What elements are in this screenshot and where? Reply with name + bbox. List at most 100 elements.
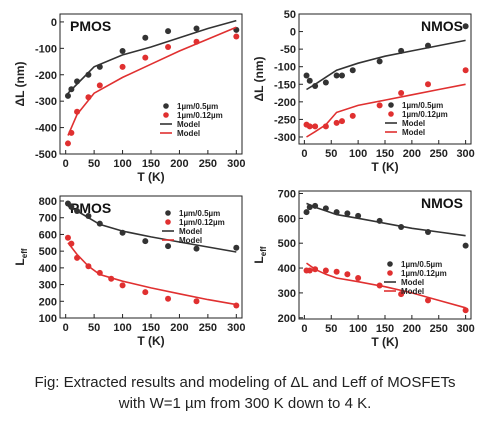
y-axis-label-main: ΔL (nm): [13, 61, 27, 106]
y-tick-label: -250: [274, 114, 296, 126]
legend-entry: 1µm/0.5µm: [401, 260, 442, 269]
x-tick-label: 250: [199, 322, 217, 334]
legend-entry: 1µm/0.12µm: [402, 110, 448, 119]
model-line-red: [67, 242, 237, 306]
data-point-dark: [193, 245, 200, 252]
y-axis-label-main: L: [13, 258, 27, 265]
x-tick-label: 200: [170, 158, 188, 170]
y-tick-label: 600: [39, 229, 57, 241]
x-tick-label: 50: [325, 323, 337, 335]
legend-entry: 1µm/0.12µm: [177, 111, 223, 120]
data-point-dark: [349, 67, 356, 74]
legend-entry: 1µm/0.12µm: [401, 269, 447, 278]
data-point-red: [119, 63, 126, 70]
x-tick-label: 150: [376, 323, 394, 335]
y-tick-label: 400: [278, 263, 296, 275]
x-axis-label: T (K): [137, 170, 164, 184]
data-point-red: [312, 123, 319, 130]
x-axis-label: T (K): [371, 335, 398, 349]
data-point-red: [398, 291, 405, 298]
data-point-red: [142, 289, 149, 296]
y-tick-label: -50: [280, 44, 296, 56]
data-point-red: [165, 295, 172, 302]
data-point-dark: [303, 209, 310, 216]
chart-title: NMOS: [421, 195, 463, 211]
x-tick-label: 250: [199, 158, 217, 170]
legend-swatch-dot: [165, 210, 171, 216]
legend-swatch-dot: [163, 112, 169, 118]
y-axis-label: Leff: [13, 248, 29, 265]
data-point-red: [142, 54, 149, 61]
y-tick-label: -300: [35, 96, 57, 108]
legend-swatch-dot: [388, 111, 394, 117]
data-point-dark: [142, 238, 149, 245]
model-line-dark: [306, 202, 466, 237]
chart-panel-1: 0 50 100 150 200 250 300 0 -100 -200 -300 -400 -500 T…: [13, 13, 245, 184]
data-point-dark: [339, 72, 345, 79]
model-line-dark: [67, 19, 237, 94]
x-tick-label: 0: [63, 322, 69, 334]
data-point-red: [344, 271, 351, 278]
figure-caption: Fig: Extracted results and modeling of Δ…: [0, 372, 490, 414]
legend-entry: 1µm/0.5µm: [177, 102, 218, 111]
legend-swatch-dot: [387, 270, 393, 276]
y-tick-label: 600: [278, 213, 296, 225]
legend-entry: 1µm/0.5µm: [179, 209, 220, 218]
data-point-red: [333, 119, 340, 126]
legend-swatch-dot: [165, 219, 171, 225]
x-axis-label: T (K): [371, 160, 398, 174]
x-tick-label: 150: [142, 158, 160, 170]
y-tick-label: -100: [35, 43, 57, 55]
x-tick-label: 100: [113, 158, 131, 170]
y-tick-label: 0: [51, 17, 57, 29]
legend-entry: Model: [401, 287, 424, 296]
data-point-dark: [165, 243, 172, 250]
x-tick-label: 250: [430, 148, 448, 160]
y-tick-label: -150: [274, 79, 296, 91]
chart-title: PMOS: [70, 18, 111, 34]
legend-entry: Model: [179, 227, 202, 236]
data-point-red: [462, 307, 469, 314]
x-tick-label: 300: [456, 148, 474, 160]
y-tick-label: 800: [39, 196, 57, 208]
x-tick-label: 200: [403, 148, 421, 160]
data-point-red: [233, 302, 240, 309]
y-tick-label: -200: [274, 97, 296, 109]
chart-panel-3: 0 50 100 150 200 250 300 800 700 600 500 400 300 200 1…: [13, 195, 245, 348]
y-axis-label-main: L: [252, 256, 266, 263]
x-tick-label: 250: [430, 323, 448, 335]
x-tick-label: 100: [113, 322, 131, 334]
y-axis-label: Leff: [252, 246, 268, 263]
data-point-red: [119, 282, 126, 289]
x-tick-label: 300: [227, 158, 245, 170]
legend-entry: 1µm/0.12µm: [179, 218, 225, 227]
data-point-red: [355, 274, 362, 281]
y-tick-label: 50: [284, 9, 296, 21]
x-tick-label: 200: [403, 323, 421, 335]
legend-swatch-dot: [387, 261, 393, 267]
data-point-red: [193, 298, 200, 305]
model-line-dark: [306, 39, 466, 91]
x-tick-label: 0: [63, 158, 69, 170]
model-line-dark: [67, 205, 237, 253]
data-point-dark: [142, 34, 149, 41]
x-tick-label: 300: [456, 323, 474, 335]
data-point-red: [64, 140, 71, 147]
caption-line-1: Fig: Extracted results and modeling of Δ…: [34, 374, 456, 391]
y-tick-label: 400: [39, 263, 57, 275]
x-tick-label: 50: [325, 148, 337, 160]
legend-swatch-dot: [163, 103, 169, 109]
x-tick-label: 150: [376, 148, 394, 160]
chart-panel-2: 0 50 100 150 200 250 300 50 0 -50 -100 -150 -200 -250…: [252, 9, 475, 174]
y-axis-label-sub: eff: [20, 248, 29, 258]
y-tick-label: -400: [35, 123, 57, 135]
data-point-red: [165, 44, 172, 51]
y-axis-label: ΔL (nm): [252, 56, 266, 101]
data-point-red: [233, 33, 240, 40]
x-tick-label: 300: [227, 322, 245, 334]
legend-entry: Model: [401, 278, 424, 287]
